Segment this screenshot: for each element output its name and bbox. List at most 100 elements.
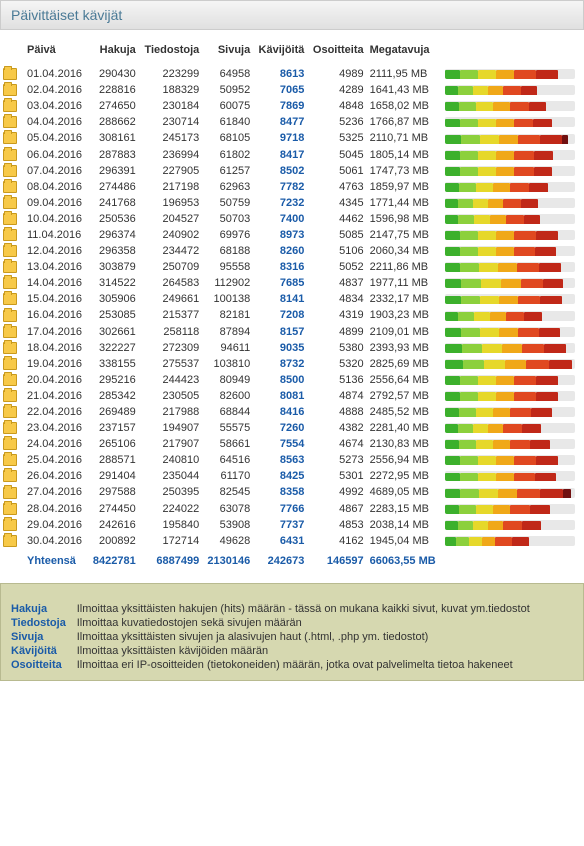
table-row: 09.04.201624176819695350759723243451771,… (0, 195, 584, 211)
cell-pages: 53908 (202, 517, 253, 533)
table-row: 15.04.2016305906249661100138814148342332… (0, 291, 584, 307)
cell-files: 258118 (139, 324, 203, 340)
cell-mb: 1903,23 MB (367, 307, 442, 323)
cell-hits: 241768 (88, 195, 139, 211)
legend-term: Tiedostoja (11, 616, 77, 630)
table-row: 16.04.201625308521537782181720843191903,… (0, 307, 584, 323)
col-files: Tiedostoja (139, 40, 203, 66)
cell-visits: 7869 (253, 98, 307, 114)
cell-date: 08.04.2016 (24, 179, 88, 195)
cell-date: 28.04.2016 (24, 501, 88, 517)
cell-hits: 314522 (88, 275, 139, 291)
cell-hits: 274486 (88, 179, 139, 195)
cell-mb: 2038,14 MB (367, 517, 442, 533)
cell-visits: 8417 (253, 146, 307, 162)
cell-bar (442, 484, 584, 500)
cell-ips: 4989 (307, 66, 366, 82)
cell-bar (442, 195, 584, 211)
folder-icon (3, 310, 17, 322)
cell-ips: 5301 (307, 468, 366, 484)
cell-visits: 7232 (253, 195, 307, 211)
cell-visits: 9035 (253, 340, 307, 356)
cell-ips: 5325 (307, 130, 366, 146)
cell-pages: 60075 (202, 98, 253, 114)
folder-icon (3, 293, 17, 305)
cell-bar (442, 533, 584, 549)
cell-mb: 1658,02 MB (367, 98, 442, 114)
cell-files: 272309 (139, 340, 203, 356)
cell-visits: 8316 (253, 259, 307, 275)
table-row: 11.04.201629637424090269976897350852147,… (0, 227, 584, 243)
table-row: 30.04.201620089217271449628643141621945,… (0, 533, 584, 549)
cell-pages: 64516 (202, 452, 253, 468)
cell-visits: 8502 (253, 163, 307, 179)
cell-hits: 253085 (88, 307, 139, 323)
cell-bar (442, 114, 584, 130)
folder-icon (3, 487, 17, 499)
cell-hits: 303879 (88, 259, 139, 275)
table-row: 26.04.201629140423504461170842553012272,… (0, 468, 584, 484)
cell-date: 05.04.2016 (24, 130, 88, 146)
cell-hits: 296374 (88, 227, 139, 243)
cell-bar (442, 291, 584, 307)
cell-pages: 68844 (202, 404, 253, 420)
folder-icon (3, 454, 17, 466)
cell-date: 19.04.2016 (24, 356, 88, 372)
cell-mb: 1977,11 MB (367, 275, 442, 291)
cell-date: 21.04.2016 (24, 388, 88, 404)
cell-bar (442, 340, 584, 356)
cell-files: 249661 (139, 291, 203, 307)
legend-term: Osoitteita (11, 658, 77, 672)
cell-mb: 4689,05 MB (367, 484, 442, 500)
total-visits: 242673 (253, 549, 307, 569)
cell-bar (442, 404, 584, 420)
cell-files: 224022 (139, 501, 203, 517)
cell-ips: 4674 (307, 436, 366, 452)
cell-pages: 61840 (202, 114, 253, 130)
cell-files: 264583 (139, 275, 203, 291)
cell-visits: 9718 (253, 130, 307, 146)
cell-visits: 7065 (253, 82, 307, 98)
cell-hits: 265106 (88, 436, 139, 452)
table-row: 07.04.201629639122790561257850250611747,… (0, 163, 584, 179)
cell-date: 10.04.2016 (24, 211, 88, 227)
folder-icon (3, 116, 17, 128)
folder-icon (3, 132, 17, 144)
cell-date: 01.04.2016 (24, 66, 88, 82)
cell-files: 250395 (139, 484, 203, 500)
cell-ips: 5320 (307, 356, 366, 372)
cell-visits: 8732 (253, 356, 307, 372)
cell-bar (442, 243, 584, 259)
cell-mb: 2211,86 MB (367, 259, 442, 275)
cell-files: 217907 (139, 436, 203, 452)
cell-bar (442, 179, 584, 195)
cell-files: 235044 (139, 468, 203, 484)
legend-desc: Ilmoittaa eri IP-osoitteiden (tietokonei… (77, 658, 573, 672)
cell-hits: 269489 (88, 404, 139, 420)
cell-bar (442, 517, 584, 533)
folder-icon (3, 213, 17, 225)
cell-date: 22.04.2016 (24, 404, 88, 420)
table-row: 04.04.201628866223071461840847752361766,… (0, 114, 584, 130)
cell-visits: 8613 (253, 66, 307, 82)
folder-icon (3, 503, 17, 515)
cell-ips: 5136 (307, 372, 366, 388)
cell-files: 217198 (139, 179, 203, 195)
cell-files: 196953 (139, 195, 203, 211)
cell-files: 204527 (139, 211, 203, 227)
table-row: 25.04.201628857124081064516856352732556,… (0, 452, 584, 468)
cell-mb: 1641,43 MB (367, 82, 442, 98)
cell-pages: 82600 (202, 388, 253, 404)
cell-date: 23.04.2016 (24, 420, 88, 436)
cell-mb: 2792,57 MB (367, 388, 442, 404)
cell-date: 16.04.2016 (24, 307, 88, 323)
cell-pages: 94611 (202, 340, 253, 356)
cell-files: 172714 (139, 533, 203, 549)
cell-bar (442, 130, 584, 146)
header-row: Päivä Hakuja Tiedostoja Sivuja Kävijöitä… (0, 40, 584, 66)
cell-hits: 290430 (88, 66, 139, 82)
cell-date: 06.04.2016 (24, 146, 88, 162)
cell-hits: 305906 (88, 291, 139, 307)
table-row: 02.04.201622881618832950952706542891641,… (0, 82, 584, 98)
cell-pages: 55575 (202, 420, 253, 436)
